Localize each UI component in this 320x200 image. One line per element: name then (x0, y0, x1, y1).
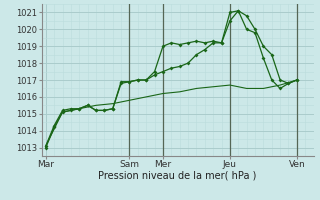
X-axis label: Pression niveau de la mer( hPa ): Pression niveau de la mer( hPa ) (99, 171, 257, 181)
